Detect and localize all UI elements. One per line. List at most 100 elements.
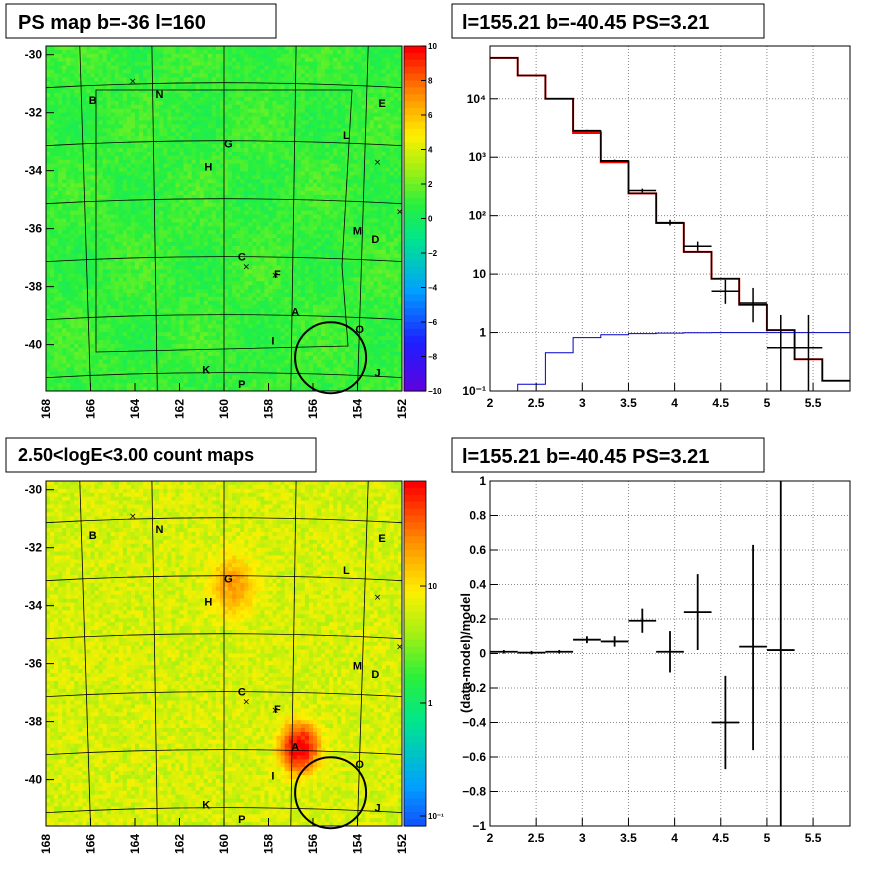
heatmap-cell — [98, 175, 104, 180]
heatmap-cell — [187, 183, 193, 188]
heatmap-cell — [155, 304, 160, 310]
heatmap-cell — [94, 194, 100, 200]
heatmap-cell — [143, 175, 148, 180]
heatmap-cell — [244, 226, 249, 231]
heatmap-cell — [191, 230, 197, 235]
heatmap-cell — [130, 242, 136, 247]
heatmap-cell — [211, 57, 217, 63]
heatmap-cell — [118, 222, 124, 227]
heatmap-cell — [252, 93, 257, 98]
heatmap-cell — [130, 363, 136, 368]
heatmap-cell — [122, 132, 128, 137]
heatmap-cell — [58, 265, 63, 270]
heatmap-cell — [215, 245, 221, 251]
heatmap-cell — [46, 371, 51, 376]
heatmap-cell — [183, 269, 189, 274]
heatmap-cell — [187, 308, 193, 314]
heatmap-cell — [224, 214, 229, 219]
heatmap-cell — [86, 351, 91, 357]
heatmap-cell — [50, 112, 55, 118]
heatmap-cell — [126, 163, 132, 169]
heatmap-cell — [252, 151, 257, 157]
heatmap-cell — [58, 387, 63, 392]
heatmap-cell — [58, 191, 63, 196]
heatmap-cell — [240, 214, 245, 219]
heatmap-cell — [244, 61, 249, 67]
heatmap-cell — [54, 351, 59, 357]
heatmap-cell — [268, 261, 274, 267]
heatmap-cell — [187, 242, 193, 247]
heatmap-cell — [215, 163, 221, 169]
heatmap-cell — [62, 257, 67, 263]
heatmap-cell — [90, 96, 96, 102]
heatmap-cell — [50, 320, 55, 325]
heatmap-cell — [240, 273, 245, 278]
heatmap-cell — [219, 96, 225, 102]
heatmap-cell — [58, 96, 63, 102]
heatmap-cell — [264, 387, 269, 392]
heatmap-cell — [224, 324, 229, 329]
heatmap-cell — [62, 183, 67, 188]
heatmap-cell — [74, 187, 79, 192]
heatmap-cell — [46, 93, 51, 98]
heatmap-cell — [58, 269, 63, 274]
heatmap-cell — [66, 144, 71, 149]
heatmap-cell — [54, 65, 59, 71]
heatmap-cell — [244, 175, 249, 180]
heatmap-cell — [175, 273, 180, 278]
heatmap-cell — [219, 265, 225, 270]
heatmap-cell — [118, 61, 124, 67]
heatmap-cell — [122, 328, 128, 333]
heatmap-cell — [130, 132, 136, 137]
heatmap-cell — [70, 194, 75, 200]
heatmap-cell — [195, 316, 201, 321]
heatmap-cell — [74, 340, 79, 345]
heatmap-cell — [264, 136, 269, 141]
heatmap-cell — [163, 140, 168, 145]
heatmap-cell — [179, 285, 185, 290]
heatmap-cell — [195, 163, 201, 169]
heatmap-cell — [118, 281, 124, 286]
heatmap-cell — [264, 159, 269, 165]
heatmap-cell — [130, 289, 136, 294]
heatmap-cell — [260, 175, 265, 180]
heatmap-cell — [215, 308, 221, 314]
heatmap-cell — [159, 128, 164, 133]
heatmap-cell — [199, 238, 205, 243]
heatmap-cell — [256, 328, 261, 333]
heatmap-cell — [155, 167, 160, 172]
heatmap-cell — [207, 144, 213, 149]
heatmap-cell — [175, 136, 180, 141]
heatmap-cell — [187, 218, 193, 223]
heatmap-cell — [215, 324, 221, 329]
heatmap-cell — [74, 57, 79, 63]
heatmap-cell — [155, 292, 160, 298]
heatmap-cell — [74, 198, 79, 204]
heatmap-cell — [54, 277, 59, 282]
heatmap-cell — [86, 222, 91, 227]
heatmap-cell — [252, 261, 257, 267]
heatmap-cell — [159, 120, 164, 125]
heatmap-cell — [183, 53, 189, 59]
heatmap-cell — [219, 191, 225, 196]
heatmap-cell — [143, 304, 148, 310]
heatmap-cell — [248, 245, 253, 251]
heatmap-cell — [215, 210, 221, 216]
heatmap-cell — [94, 238, 100, 243]
heatmap-cell — [256, 383, 261, 388]
heatmap-cell — [183, 175, 189, 180]
heatmap-cell — [240, 371, 245, 376]
heatmap-cell — [50, 171, 55, 176]
heatmap-cell — [244, 108, 249, 114]
heatmap-cell — [78, 194, 83, 200]
heatmap-cell — [171, 328, 176, 333]
heatmap-cell — [232, 343, 237, 349]
heatmap-cell — [232, 147, 237, 153]
heatmap-cell — [110, 144, 116, 149]
heatmap-cell — [207, 292, 213, 298]
heatmap-cell — [244, 183, 249, 188]
heatmap-cell — [183, 316, 189, 321]
heatmap-cell — [114, 49, 120, 55]
heatmap-cell — [82, 253, 87, 259]
heatmap-cell — [114, 159, 120, 165]
